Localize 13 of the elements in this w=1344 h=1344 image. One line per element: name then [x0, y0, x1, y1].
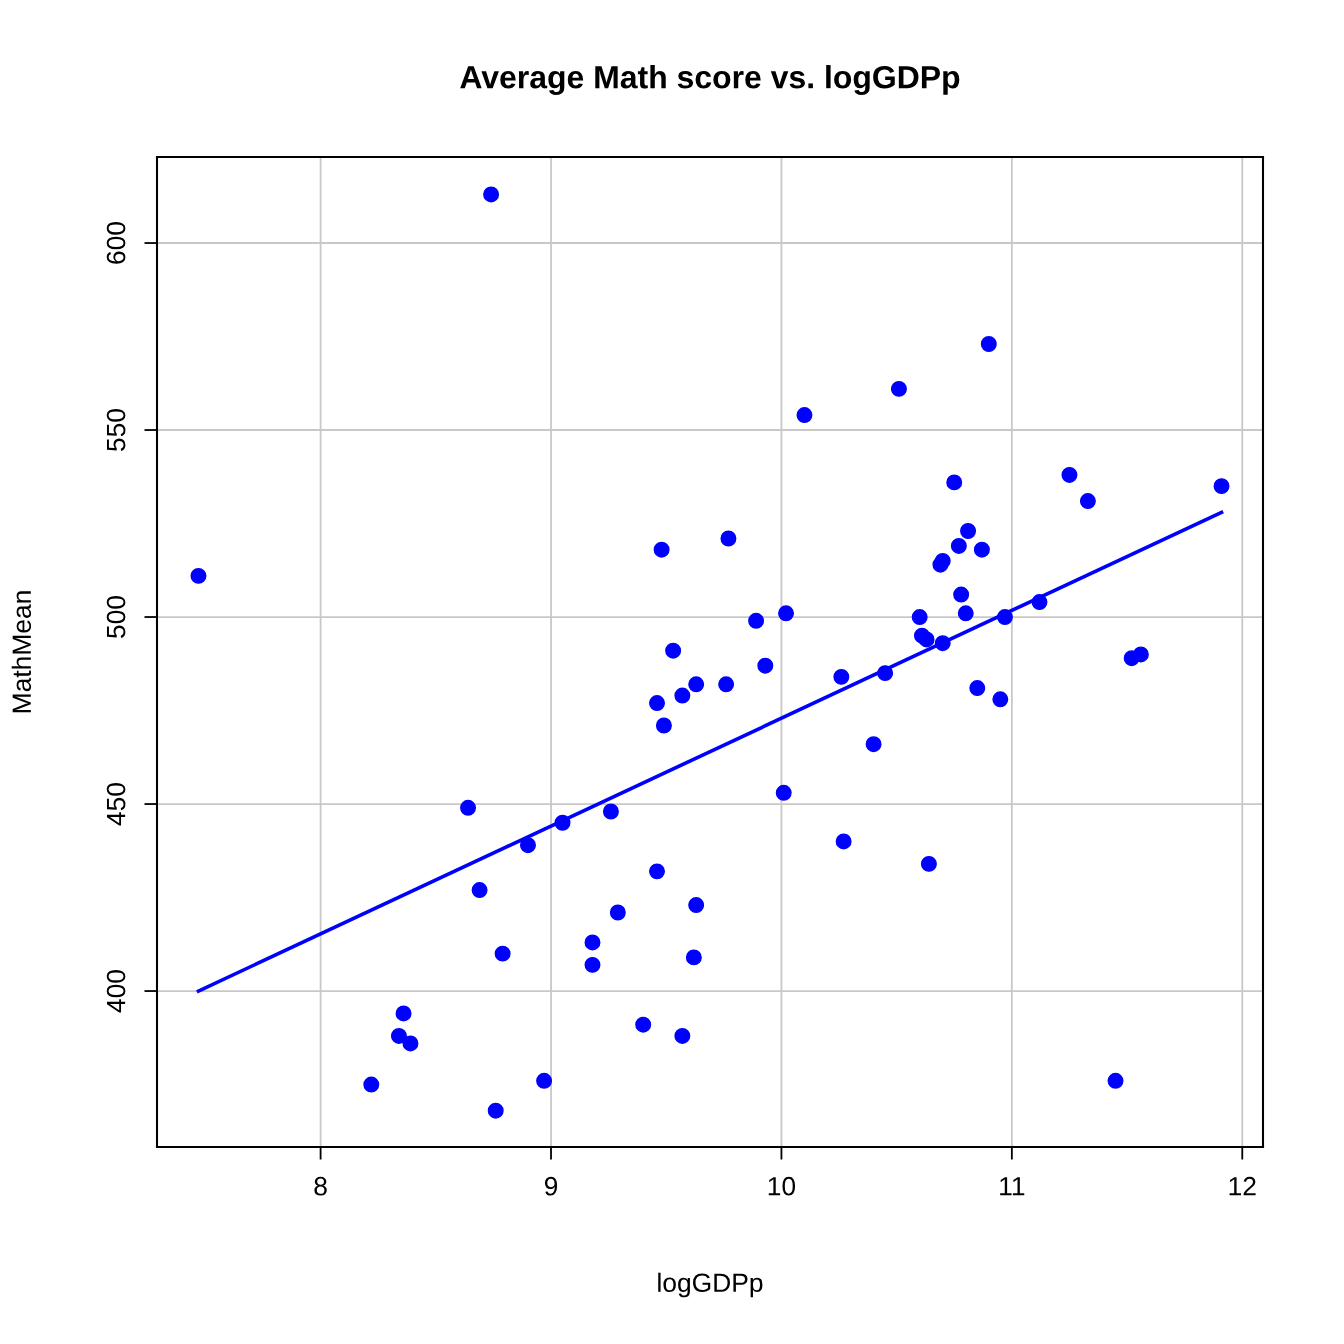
x-axis-title: logGDPp [658, 1272, 763, 1298]
y-tick-label: 400 [106, 970, 126, 1013]
x-tick-label: 8 [314, 1176, 327, 1196]
chart-title: Average Math score vs. logGDPp [460, 65, 960, 95]
y-tick-label: 500 [106, 596, 126, 638]
x-tick-label: 10 [768, 1176, 796, 1196]
y-tick-label: 450 [106, 783, 126, 826]
y-tick-label: 550 [106, 409, 126, 451]
x-tick-label: 9 [544, 1176, 558, 1196]
y-tick-label: 600 [106, 222, 126, 264]
x-tick-label: 11 [1000, 1177, 1025, 1196]
y-axis-title: MathMean [11, 591, 32, 713]
x-tick-label: 12 [1229, 1176, 1256, 1196]
